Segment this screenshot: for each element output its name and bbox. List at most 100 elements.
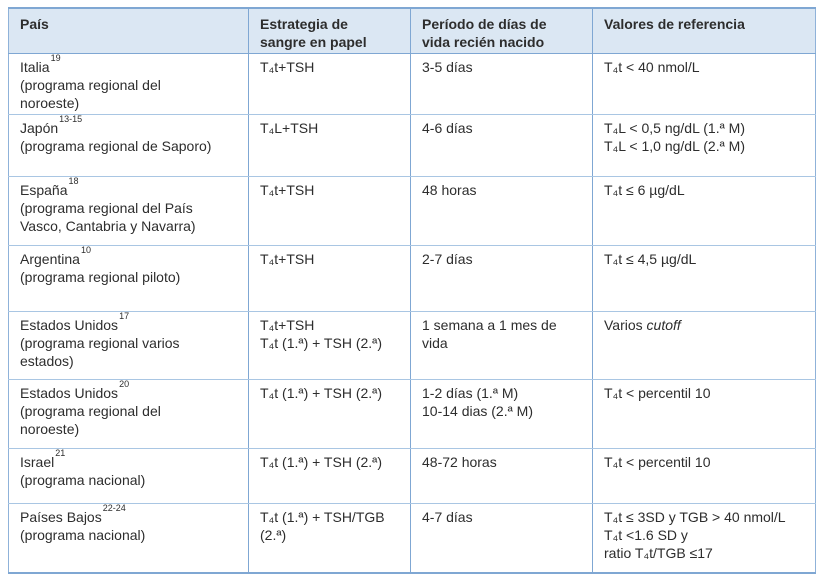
column-header-reference: Valores de referencia — [592, 8, 816, 54]
country-name-line: Estados Unidos20 — [20, 380, 240, 402]
cell-strategy: T₄t+TSH — [248, 176, 411, 246]
cell-country: Estados Unidos17 (programa regional vari… — [8, 311, 249, 380]
cell-reference: T₄t ≤ 3SD y TGB > 40 nmol/L T₄t <1.6 SD … — [592, 503, 816, 573]
country-name-line: Italia19 — [20, 54, 240, 76]
country-detail: (programa regional piloto) — [20, 269, 181, 285]
screening-programs-table: País Estrategia de sangre en papel Perío… — [8, 7, 816, 574]
country-detail: (programa regional de Saporo) — [20, 138, 212, 154]
country-detail: (programa regional varios — [20, 335, 180, 351]
strategy-line: T₄t (1.ª) + TSH (2.ª) — [260, 454, 383, 470]
table-row-paises-bajos: Países Bajos22-24 (programa nacional) T₄… — [8, 503, 816, 573]
cell-period: 4-7 días — [410, 503, 593, 573]
reference-line: Varios cutoff — [604, 316, 807, 334]
reference-line: T₄t < 40 nmol/L — [604, 59, 700, 75]
country-name-line: España18 — [20, 177, 240, 199]
cell-period: 48-72 horas — [410, 448, 593, 504]
cell-strategy: T₄t+TSH — [248, 53, 411, 115]
reference-line: T₄t <1.6 SD y — [604, 527, 688, 543]
cell-reference: T₄L < 0,5 ng/dL (1.ª M) T₄L < 1,0 ng/dL … — [592, 114, 816, 177]
country-detail: noroeste) — [20, 95, 80, 111]
country-detail: (programa regional del — [20, 403, 161, 419]
period-line: 1 semana a 1 mes de — [422, 317, 557, 333]
table-row-japon: Japón13-15 (programa regional de Saporo)… — [8, 114, 816, 177]
cell-period: 2-7 días — [410, 245, 593, 312]
country-name: España — [20, 182, 68, 198]
header-line: País — [20, 16, 49, 32]
country-name: Israel — [20, 454, 55, 470]
reference-italic-term: cutoff — [646, 317, 681, 333]
period-line: 3-5 días — [422, 59, 473, 75]
cell-country: Argentina10 (programa regional piloto) — [8, 245, 249, 312]
period-line: 4-6 días — [422, 120, 473, 136]
country-name-line: Japón13-15 — [20, 115, 240, 137]
country-name: Italia — [20, 59, 50, 75]
citation-ref: 18 — [68, 176, 79, 187]
reference-line: T₄L < 0,5 ng/dL (1.ª M) — [604, 120, 745, 136]
strategy-line: T₄t+TSH — [260, 251, 315, 267]
reference-line: ratio T₄t/TGB ≤17 — [604, 545, 713, 561]
strategy-line: T₄t+TSH — [260, 317, 315, 333]
cell-period: 1-2 días (1.ª M) 10-14 dias (2.ª M) — [410, 379, 593, 449]
citation-ref: 20 — [119, 379, 130, 390]
citation-ref: 17 — [119, 311, 130, 322]
period-line: 10-14 dias (2.ª M) — [422, 403, 534, 419]
strategy-line: T₄t+TSH — [260, 182, 315, 198]
reference-line: T₄t < percentil 10 — [604, 454, 711, 470]
reference-line: T₄t < percentil 10 — [604, 385, 711, 401]
cell-period: 48 horas — [410, 176, 593, 246]
table-row-estados-unidos-17: Estados Unidos17 (programa regional vari… — [8, 311, 816, 380]
period-line: 1-2 días (1.ª M) — [422, 385, 519, 401]
cell-country: Israel21 (programa nacional) — [8, 448, 249, 504]
cell-strategy: T₄t (1.ª) + TSH/TGB (2.ª) — [248, 503, 411, 573]
column-header-period: Período de días de vida recién nacido — [410, 8, 593, 54]
reference-line: T₄L < 1,0 ng/dL (2.ª M) — [604, 138, 745, 154]
country-detail: noroeste) — [20, 421, 80, 437]
table-row-estados-unidos-20: Estados Unidos20 (programa regional del … — [8, 379, 816, 449]
cell-reference: T₄t < percentil 10 — [592, 448, 816, 504]
cell-strategy: T₄t (1.ª) + TSH (2.ª) — [248, 379, 411, 449]
header-line: sangre en papel — [260, 34, 367, 50]
period-line: 4-7 días — [422, 509, 473, 525]
cell-reference: T₄t ≤ 4,5 µg/dL — [592, 245, 816, 312]
header-line: Estrategia de — [260, 16, 348, 32]
citation-ref: 22-24 — [102, 503, 126, 514]
citation-ref: 21 — [55, 448, 66, 459]
header-line: vida recién nacido — [422, 34, 545, 50]
country-name-line: Argentina10 — [20, 246, 240, 268]
country-detail: (programa nacional) — [20, 472, 146, 488]
country-detail: (programa regional del País — [20, 200, 193, 216]
period-line: 2-7 días — [422, 251, 473, 267]
cell-strategy: T₄L+TSH — [248, 114, 411, 177]
strategy-line: T₄t (1.ª) + TSH (2.ª) — [260, 385, 383, 401]
country-detail: (programa regional del — [20, 77, 161, 93]
reference-line: T₄t ≤ 4,5 µg/dL — [604, 251, 697, 267]
country-name: Argentina — [20, 251, 80, 267]
header-line: Valores de referencia — [604, 16, 745, 32]
cell-country: Estados Unidos20 (programa regional del … — [8, 379, 249, 449]
column-header-strategy: Estrategia de sangre en papel — [248, 8, 411, 54]
period-line: 48 horas — [422, 182, 477, 198]
table-row-argentina: Argentina10 (programa regional piloto) T… — [8, 245, 816, 312]
cell-country: Japón13-15 (programa regional de Saporo) — [8, 114, 249, 177]
cell-reference: Varios cutoff — [592, 311, 816, 380]
reference-plain: Varios — [604, 317, 643, 333]
table-row-espana: España18 (programa regional del País Vas… — [8, 176, 816, 246]
country-detail: Vasco, Cantabria y Navarra) — [20, 218, 196, 234]
cell-strategy: T₄t (1.ª) + TSH (2.ª) — [248, 448, 411, 504]
reference-line: T₄t ≤ 3SD y TGB > 40 nmol/L — [604, 509, 786, 525]
strategy-line: (2.ª) — [260, 527, 287, 543]
strategy-line: T₄t (1.ª) + TSH/TGB — [260, 509, 385, 525]
reference-line: T₄t ≤ 6 µg/dL — [604, 182, 685, 198]
cell-country: Países Bajos22-24 (programa nacional) — [8, 503, 249, 573]
country-name-line: Israel21 — [20, 449, 240, 471]
cell-reference: T₄t < percentil 10 — [592, 379, 816, 449]
period-line: 48-72 horas — [422, 454, 497, 470]
cell-strategy: T₄t+TSH — [248, 245, 411, 312]
header-row: País Estrategia de sangre en papel Perío… — [8, 8, 816, 54]
period-line: vida — [422, 335, 448, 351]
cell-strategy: T₄t+TSH T₄t (1.ª) + TSH (2.ª) — [248, 311, 411, 380]
strategy-line: T₄L+TSH — [260, 120, 319, 136]
country-name-line: Países Bajos22-24 — [20, 504, 240, 526]
citation-ref: 10 — [80, 245, 91, 256]
country-detail: (programa nacional) — [20, 527, 146, 543]
